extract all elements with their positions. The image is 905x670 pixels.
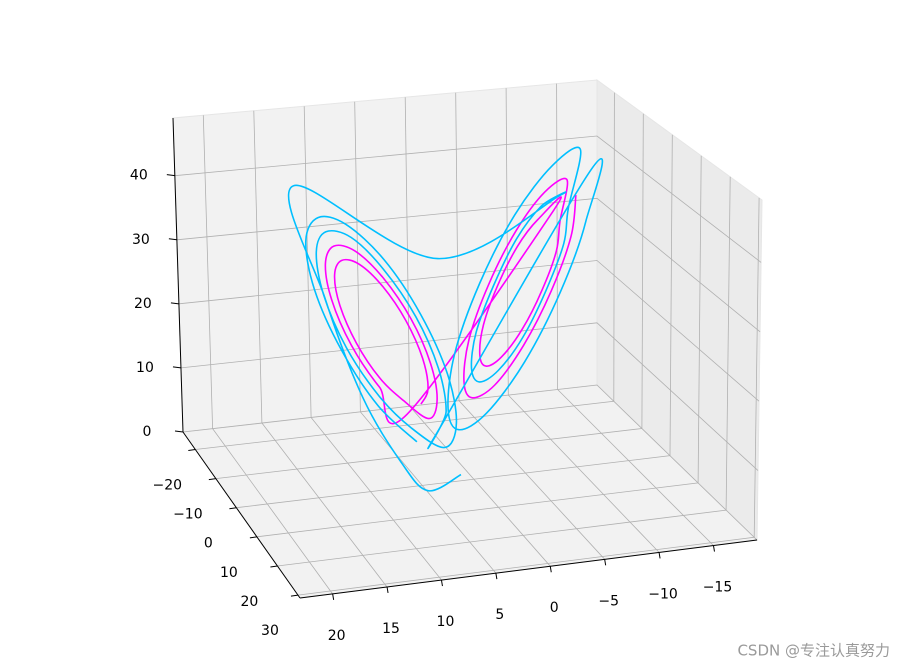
z-axis-line [172, 117, 184, 433]
x-tick [712, 545, 715, 552]
z-tick-label: 20 [134, 296, 152, 312]
y-axis-line [182, 431, 301, 599]
z-grid-line [180, 322, 759, 471]
x-tick [495, 573, 498, 580]
x-tick [604, 559, 607, 566]
z-grid-line [182, 384, 758, 541]
y-tick-label: 20 [241, 594, 259, 610]
x-tick-label: 20 [328, 628, 346, 644]
grid [174, 83, 762, 596]
panes [172, 79, 763, 599]
z-tick [166, 174, 175, 177]
back-pane [172, 79, 598, 433]
z-tick [170, 302, 179, 305]
x-tick [386, 586, 389, 594]
x-tick [332, 593, 335, 600]
y-tick-label: 0 [204, 536, 213, 552]
series-line [287, 146, 604, 492]
lines [287, 146, 604, 492]
y-tick-label: −20 [153, 477, 183, 493]
z-tick-label: 0 [143, 424, 152, 440]
x-axis-line [299, 539, 758, 599]
z-grid-line [174, 135, 762, 263]
x-tick [658, 552, 661, 559]
y-tick [270, 565, 278, 568]
y-tick [290, 594, 299, 597]
x-tick [549, 566, 552, 573]
x-tick [440, 579, 443, 587]
x-tick-label: −5 [598, 593, 619, 609]
x-tick-label: 5 [495, 607, 504, 623]
watermark: CSDN @专注认真努力 [737, 642, 890, 660]
z-tick-label: 10 [136, 360, 154, 376]
z-grid-line [178, 260, 760, 402]
x-tick-label: −10 [648, 586, 678, 602]
x-tick-label: 0 [550, 600, 559, 616]
y-tick [208, 478, 216, 481]
z-tick [174, 430, 184, 433]
y-tick [188, 448, 196, 451]
z-tick [168, 238, 177, 241]
y-tick-label: 30 [261, 623, 279, 639]
z-tick [172, 366, 182, 369]
y-tick [229, 507, 237, 510]
series-line [324, 177, 577, 425]
z-tick-label: 40 [130, 168, 148, 184]
x-tick-label: 10 [437, 614, 455, 630]
x-tick-label: 15 [382, 621, 400, 637]
z-grid-line [176, 197, 761, 333]
y-tick-label: 10 [220, 565, 238, 581]
y-tick-label: −10 [173, 507, 203, 523]
z-tick-label: 30 [132, 232, 150, 248]
y-tick [249, 536, 257, 539]
x-tick-label: −15 [703, 580, 733, 596]
